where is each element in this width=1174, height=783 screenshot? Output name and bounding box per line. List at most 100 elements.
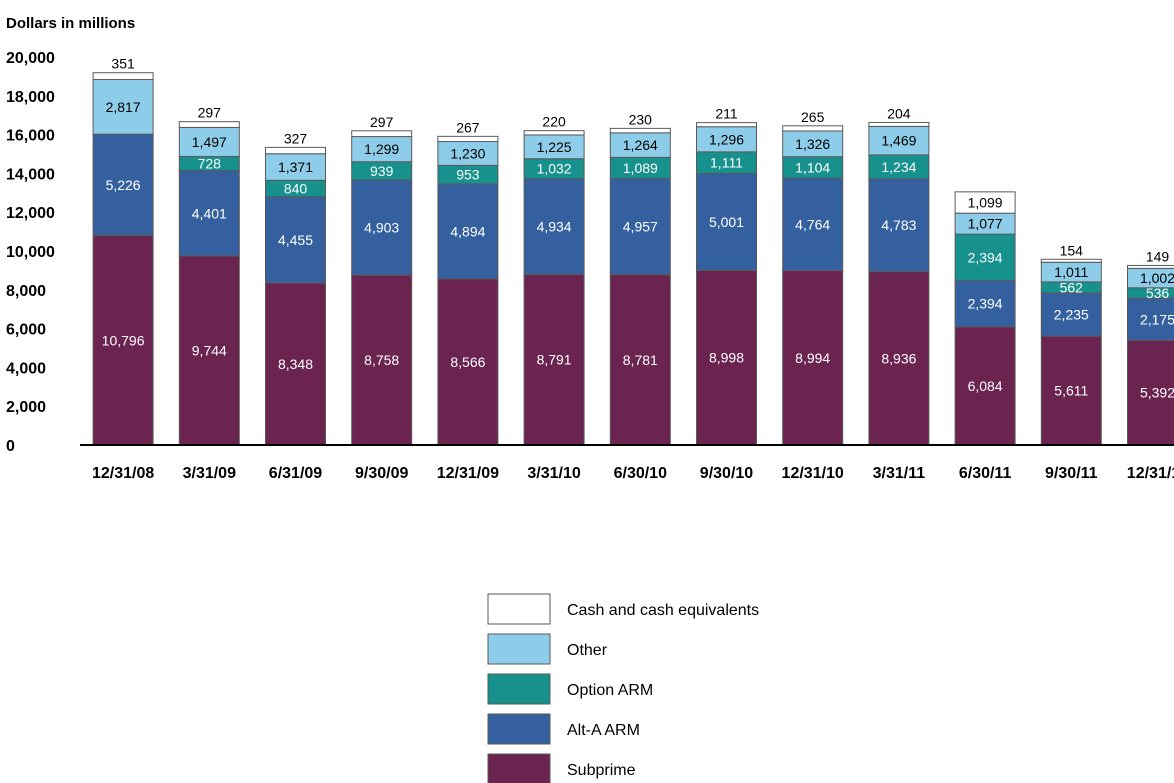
data-label: 5,392 [1140, 385, 1174, 401]
data-label: 1,371 [278, 159, 313, 175]
bar-stack: 8,998 5,001 1,111 1,296 211 [696, 106, 757, 446]
data-label: 8,791 [537, 352, 572, 368]
x-tick-label: 3/31/11 [873, 465, 926, 482]
y-tick-label: 18,000 [6, 89, 55, 106]
bar-segment [696, 269, 757, 446]
data-label: 2,235 [1054, 306, 1089, 322]
data-label: 1,225 [537, 139, 572, 155]
bar-segment [1127, 264, 1174, 269]
data-label: 4,455 [278, 232, 313, 248]
data-label: 2,394 [968, 249, 1003, 265]
bar-stack: 8,994 4,764 1,104 1,326 265 [782, 109, 844, 446]
data-label: 204 [887, 105, 911, 121]
y-tick-label: 16,000 [6, 128, 55, 145]
bar-segment [92, 235, 154, 446]
bar-segment [523, 273, 585, 446]
data-label: 8,936 [881, 350, 916, 366]
bar-segment [609, 132, 671, 158]
data-label: 1,032 [537, 161, 572, 177]
data-label: 351 [111, 56, 135, 72]
data-label: 6,084 [968, 378, 1003, 394]
bar-segment [351, 130, 413, 138]
bar-segment [178, 170, 240, 257]
bar-segment [178, 121, 240, 128]
bar-segment [696, 126, 757, 153]
bar-segment [351, 179, 413, 276]
bar-segment [523, 178, 585, 275]
legend-label: Alt-A ARM [567, 722, 640, 739]
legend: Cash and cash equivalents Other Option ARM… [487, 593, 759, 783]
bar-segment [1040, 258, 1102, 263]
bar-segment [609, 177, 671, 276]
data-label: 154 [1060, 242, 1084, 258]
bar-segment [92, 133, 154, 237]
data-label: 5,226 [106, 177, 141, 193]
data-label: 5,001 [709, 214, 744, 230]
data-label: 1,326 [795, 136, 830, 152]
x-tick-label: 12/31/08 [92, 465, 154, 482]
bar-segment [437, 135, 499, 143]
bar-segment [868, 178, 930, 273]
data-label: 8,758 [364, 352, 399, 368]
y-tick-label: 2,000 [6, 399, 46, 416]
bar-segment [92, 72, 154, 81]
x-tick-label: 6/30/10 [614, 465, 667, 482]
bar-stack: 8,781 4,957 1,089 1,264 230 [609, 111, 671, 446]
legend-label: Option ARM [567, 682, 653, 699]
bar-segment [437, 278, 499, 446]
x-tick-label: 9/30/11 [1045, 465, 1098, 482]
bar-stack: 9,744 4,401 728 1,497 297 [178, 105, 240, 446]
bar-stack: 8,936 4,783 1,234 1,469 204 [868, 105, 930, 446]
data-label: 230 [629, 111, 653, 127]
data-label: 1,104 [795, 159, 830, 175]
bar-segment [437, 183, 499, 280]
x-tick-label: 12/31/09 [437, 465, 499, 482]
legend-swatch [487, 713, 551, 745]
y-tick-label: 14,000 [6, 166, 55, 183]
data-label: 1,469 [881, 133, 916, 149]
bar-stack: 8,348 4,455 840 1,371 327 [265, 130, 326, 446]
bar-segment [696, 172, 757, 271]
x-tick-label: 6/31/09 [269, 465, 322, 482]
y-axis-ticks: 0 2,000 4,000 6,000 8,000 10,000 12,000 14,000 1… [6, 50, 55, 455]
x-tick-label: 12/31/11 [1127, 465, 1174, 482]
bar-segment [265, 282, 326, 446]
data-label: 327 [284, 130, 308, 146]
y-tick-label: 10,000 [6, 244, 55, 261]
data-label: 5,611 [1054, 383, 1088, 399]
legend-label: Other [567, 642, 608, 659]
data-label: 1,299 [364, 141, 399, 157]
legend-label: Cash and cash equivalents [567, 602, 759, 619]
data-label: 1,264 [623, 137, 658, 153]
data-label: 267 [456, 119, 480, 135]
y-tick-label: 6,000 [6, 322, 46, 339]
x-tick-label: 9/30/09 [355, 465, 408, 482]
bar-segment [265, 146, 326, 155]
bar-stack: 10,796 5,226 2,817 351 [92, 56, 154, 446]
data-label: 265 [801, 109, 825, 125]
data-label: 939 [370, 163, 394, 179]
bar-segment [178, 126, 240, 157]
y-tick-label: 12,000 [6, 205, 55, 222]
data-label: 8,781 [623, 352, 658, 368]
bar-segment [1127, 339, 1174, 446]
data-label: 10,796 [102, 332, 145, 348]
data-label: 1,296 [709, 131, 744, 147]
data-label: 4,401 [192, 205, 227, 221]
y-tick-label: 4,000 [6, 360, 46, 377]
data-label: 1,111 [710, 155, 743, 171]
x-tick-label: 6/30/11 [959, 465, 1012, 482]
data-label: 1,099 [968, 195, 1003, 211]
x-tick-label: 12/31/10 [782, 465, 844, 482]
data-label: 1,497 [192, 134, 227, 150]
y-axis-title: Dollars in millions [6, 15, 135, 32]
bar-segment [1040, 292, 1102, 337]
data-label: 1,089 [623, 160, 658, 176]
x-tick-label: 3/31/09 [183, 465, 236, 482]
y-tick-label: 8,000 [6, 283, 46, 300]
bar-stack: 8,758 4,903 939 1,299 297 [351, 114, 413, 446]
bar-segment [868, 121, 930, 127]
data-label: 8,348 [278, 356, 313, 372]
